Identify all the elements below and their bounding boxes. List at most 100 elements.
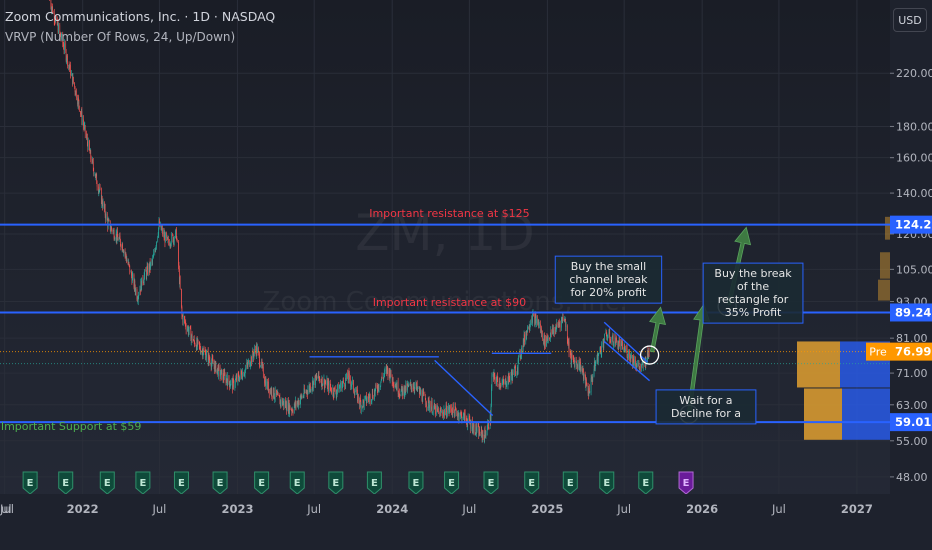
candle-body	[571, 353, 572, 363]
candle-body	[86, 133, 87, 138]
earnings-marker-label: E	[104, 478, 111, 489]
candle-body	[71, 73, 73, 75]
candle-body	[327, 383, 329, 389]
candle-body	[390, 370, 391, 378]
earnings-marker-label: E	[332, 478, 339, 489]
candle-body	[258, 348, 259, 353]
candle-body	[54, 20, 55, 22]
candle-body	[491, 374, 493, 389]
price-tick-label: 220.00	[896, 67, 932, 80]
candle-body	[490, 414, 491, 422]
candle-body	[142, 277, 144, 283]
candle-body	[145, 271, 147, 278]
candle-body	[321, 376, 323, 386]
candle-body	[550, 330, 552, 334]
candle-body	[486, 429, 488, 434]
candle-body	[76, 90, 77, 99]
candle-body	[408, 385, 409, 387]
candle-body	[167, 238, 169, 240]
candle-body	[461, 418, 463, 421]
candle-body	[118, 238, 120, 241]
candle-body	[591, 376, 592, 379]
candle-body	[455, 409, 457, 414]
candle-body	[578, 360, 580, 370]
candle-body	[336, 392, 337, 396]
candle-body	[458, 412, 460, 420]
candle-body	[396, 385, 397, 390]
candle-body	[393, 384, 394, 385]
candle-body	[343, 380, 344, 384]
earnings-marker-label: E	[488, 478, 495, 489]
candle-body	[49, 0, 50, 1]
candle-body	[255, 350, 257, 355]
time-tick-label: 2027	[841, 502, 873, 516]
candle-body	[418, 387, 420, 389]
candle-body	[99, 187, 101, 189]
candle-body	[64, 43, 65, 51]
candle-body	[204, 350, 206, 353]
candle-body	[403, 387, 405, 396]
candle-body	[478, 428, 480, 437]
candle-body	[514, 367, 516, 369]
candle-body	[149, 261, 150, 271]
candle-body	[235, 379, 236, 385]
candle-body	[105, 213, 107, 220]
candle-body	[84, 125, 85, 129]
candle-body	[95, 173, 96, 178]
candle-body	[98, 190, 100, 193]
candle-body	[464, 413, 466, 419]
currency-button[interactable]: USD	[893, 8, 927, 32]
candle-body	[626, 349, 628, 358]
candle-body	[467, 415, 469, 421]
candle-body	[128, 262, 129, 265]
candle-body	[482, 433, 483, 439]
candle-body	[74, 82, 75, 88]
candle-body	[293, 406, 295, 413]
candle-body	[509, 377, 510, 381]
candle-body	[240, 370, 242, 374]
candle-body	[541, 331, 543, 334]
candle-body	[618, 344, 619, 348]
candle-body	[600, 347, 601, 350]
candle-body	[623, 346, 625, 350]
candle-body	[169, 244, 171, 246]
candle-body	[562, 317, 563, 320]
candle-body	[86, 137, 88, 139]
candle-body	[241, 373, 242, 378]
candle-body	[424, 395, 426, 400]
candle-body	[309, 385, 310, 390]
candle-body	[291, 409, 293, 412]
candle-body	[439, 410, 441, 417]
candle-body	[473, 424, 474, 427]
candle-body	[173, 238, 175, 243]
candle-body	[349, 373, 350, 380]
candle-body	[217, 367, 219, 377]
candle-body	[365, 396, 366, 399]
candle-body	[564, 319, 566, 321]
earnings-marker-label: E	[413, 478, 420, 489]
candle-body	[533, 313, 534, 315]
candle-body	[119, 235, 120, 239]
candle-body	[213, 363, 215, 366]
earnings-marker-shape	[135, 471, 151, 495]
earnings-marker-shape	[366, 471, 382, 495]
candle-body	[200, 350, 201, 354]
symbol-title[interactable]: Zoom Communications, Inc. · 1D · NASDAQ	[5, 9, 276, 24]
candle-body	[588, 393, 589, 396]
candle-body	[450, 406, 451, 409]
candle-body	[550, 330, 552, 334]
time-tick-label: 2025	[531, 502, 563, 516]
indicator-legend[interactable]: VRVP (Number Of Rows, 24, Up/Down)	[5, 30, 236, 44]
candle-body	[296, 402, 298, 406]
candle-body	[262, 365, 264, 367]
candle-body	[130, 271, 132, 273]
candle-body	[579, 367, 580, 370]
earnings-marker: E	[524, 471, 540, 495]
candle-body	[389, 377, 391, 380]
candle-body	[452, 404, 454, 415]
candle-body	[188, 330, 189, 334]
earnings-marker-label: E	[567, 478, 574, 489]
candle-body	[430, 407, 432, 411]
candle-body	[292, 410, 293, 412]
